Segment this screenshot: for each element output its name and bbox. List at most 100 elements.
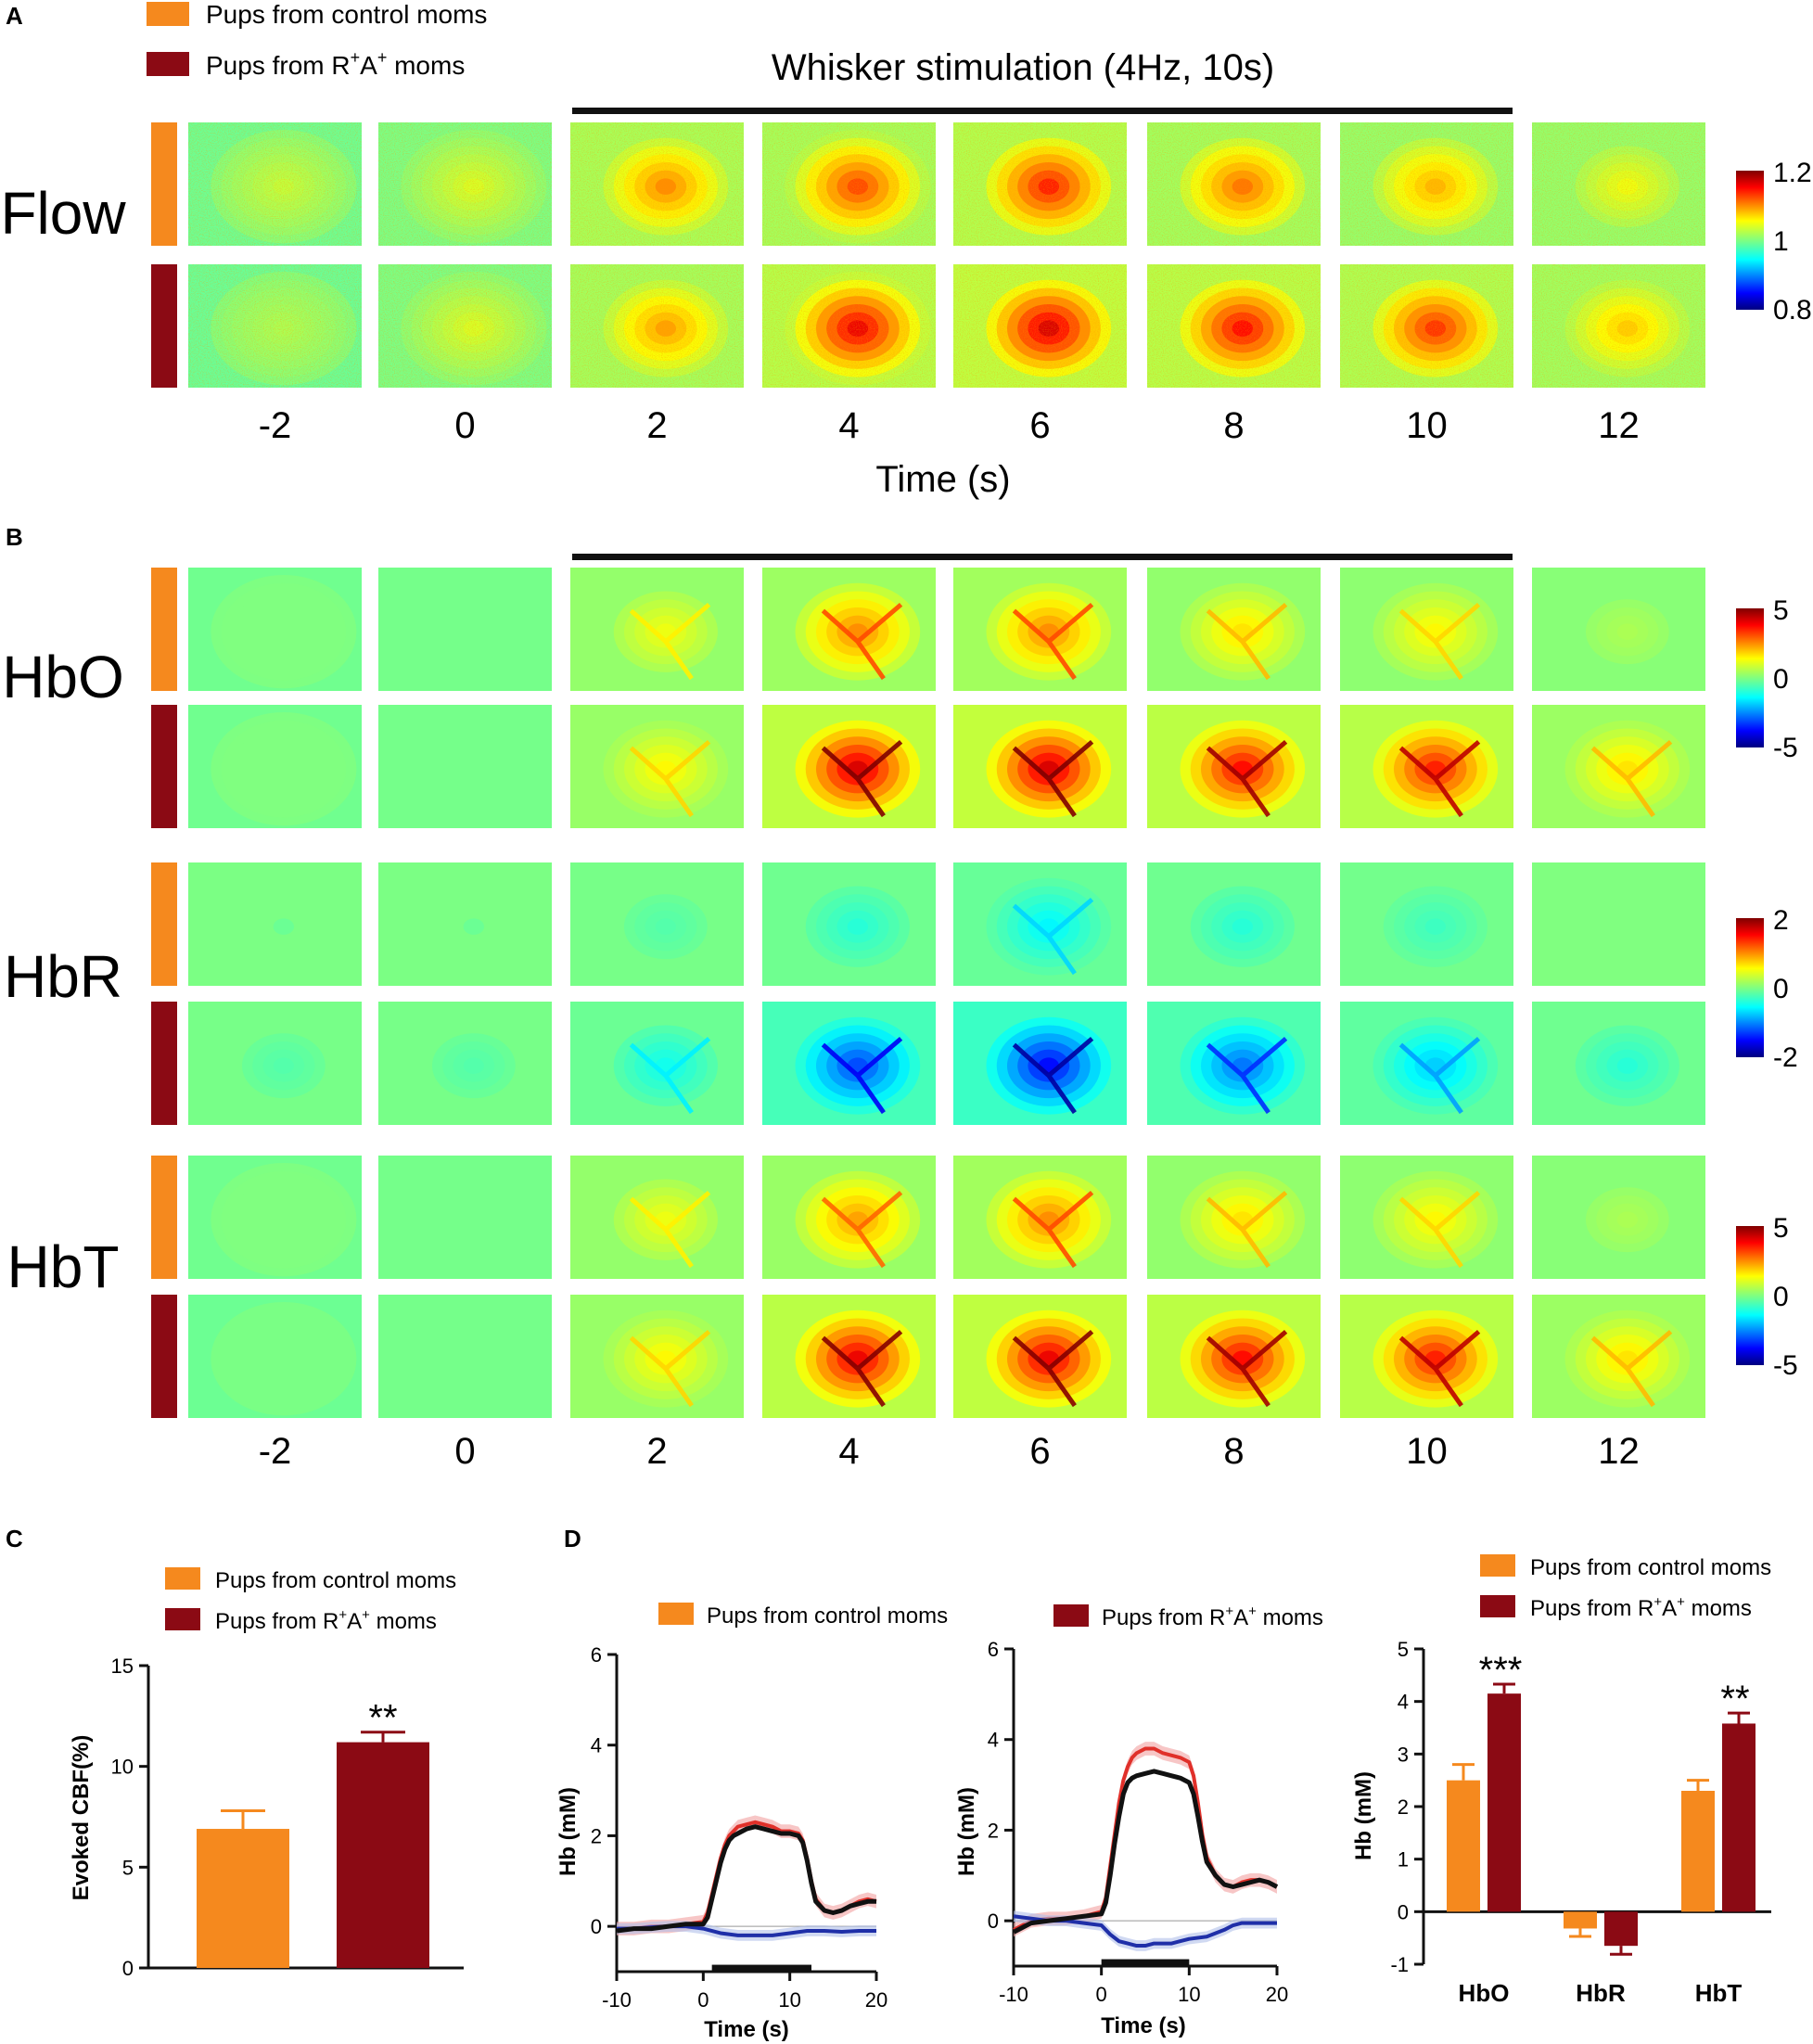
time-tick-a-4: 4: [838, 405, 859, 446]
vessel-mark: [1012, 897, 1094, 976]
panel-label-c: C: [6, 1525, 23, 1552]
d2-ytick-label: 0: [988, 1910, 999, 1933]
colorbar-hbt: [1736, 1226, 1764, 1365]
time-tick-a-6: 6: [1029, 405, 1050, 446]
c-ylabel: Evoked CBF(%): [69, 1735, 94, 1901]
vessel-mark: [1206, 1190, 1288, 1269]
vessel-mark: [629, 1036, 711, 1115]
map-hbo-rpa-t6: [953, 705, 1127, 828]
map-flow-control-t-2: [188, 122, 362, 246]
legend-d-control-label: Pups from control moms: [707, 1603, 948, 1629]
map-hbt-control-t6: [953, 1156, 1127, 1279]
map-hbo-rpa-t12: [1532, 705, 1705, 828]
vessel-mark: [1206, 602, 1288, 681]
d2-ylabel: Hb (mM): [954, 1787, 979, 1876]
map-hbr-control-t10: [1340, 862, 1513, 986]
map-hbr-rpa-t6: [953, 1002, 1127, 1125]
map-hbo-control-t12: [1532, 568, 1705, 691]
map-hbo-rpa-t0: [378, 705, 552, 828]
speckle-overlay: [762, 264, 936, 388]
group-bar-control-hbt: [151, 1156, 177, 1279]
speckle-overlay: [1147, 264, 1321, 388]
map-blob: [273, 918, 295, 935]
map-flow-control-t4: [762, 122, 936, 246]
map-hbo-control-t4: [762, 568, 936, 691]
vessel-mark: [1206, 1329, 1288, 1408]
c-significance: **: [368, 1698, 397, 1739]
d3-category-hbr: HbR: [1576, 1979, 1626, 2007]
d3-bar-hbo-control: [1447, 1780, 1480, 1912]
d3-errorbar: [1610, 1946, 1632, 1956]
legend-d3-control-swatch: [1480, 1554, 1515, 1577]
c-bar-rpa: [337, 1742, 429, 1968]
map-hbr-rpa-t0: [378, 1002, 552, 1125]
group-bar-control-hbo: [151, 568, 177, 691]
map-hbr-rpa-t-2: [188, 1002, 362, 1125]
d1-ytick-label: 6: [591, 1643, 602, 1667]
d3-significance-hbt: **: [1720, 1679, 1749, 1719]
d3-errorbar: [1452, 1763, 1475, 1781]
colorbar-flow: [1736, 171, 1764, 310]
c-ytick-label: 15: [111, 1654, 134, 1678]
legend-c-rpa-label: Pups from R+A+ moms: [215, 1607, 437, 1634]
speckle-overlay: [1340, 122, 1513, 246]
map-blob: [847, 918, 869, 935]
group-bar-control-flow: [151, 122, 177, 246]
map-flow-control-t8: [1147, 122, 1321, 246]
d2-ytick-label: 4: [988, 1729, 999, 1752]
colorbar-hbo: [1736, 608, 1764, 747]
map-flow-rpa-t0: [378, 264, 552, 388]
vessel-mark: [821, 1036, 903, 1115]
map-hbr-rpa-t10: [1340, 1002, 1513, 1125]
vessel-mark: [821, 1190, 903, 1269]
map-hbt-control-t-2: [188, 1156, 362, 1279]
speckle-overlay: [570, 122, 744, 246]
vessel-mark: [1398, 1190, 1481, 1269]
map-hbt-control-t10: [1340, 1156, 1513, 1279]
stimulus-label: Whisker stimulation (4Hz, 10s): [772, 47, 1274, 88]
colorbar-hbr: [1736, 918, 1764, 1057]
time-tick-a-0: 0: [454, 405, 475, 446]
d1-xtick-label: 10: [778, 1988, 800, 2012]
map-blob: [273, 1057, 295, 1074]
panel-c-chart: Pups from control moms Pups from R+A+ mo…: [69, 1567, 464, 1980]
colorbar-max-hbr: 2: [1773, 905, 1789, 936]
map-grid: Flow HbO HbR HbT: [0, 122, 1705, 1418]
map-hbt-rpa-t8: [1147, 1295, 1321, 1418]
d3-significance-hbo: ***: [1479, 1650, 1523, 1691]
colorbar-mid-hbo: 0: [1773, 664, 1789, 695]
vessel-mark: [629, 1190, 711, 1269]
time-tick-b-2: 2: [646, 1431, 667, 1472]
speckle-overlay: [762, 122, 936, 246]
d2-xtick-label: -10: [999, 1983, 1028, 2006]
map-hbo-rpa-t2: [570, 705, 744, 828]
c-errorbar: [221, 1808, 265, 1830]
map-flow-rpa-t6: [953, 264, 1127, 388]
c-errorbar: [361, 1731, 405, 1743]
d3-ytick-label: 0: [1398, 1900, 1409, 1923]
legend-d-rpa-label: Pups from R+A+ moms: [1102, 1603, 1323, 1630]
vessel-mark: [1012, 1036, 1094, 1115]
map-flow-rpa-t2: [570, 264, 744, 388]
c-bar-control: [197, 1829, 289, 1968]
d1-hbo-band: [617, 1815, 876, 1935]
vessel-mark: [629, 739, 711, 818]
d2-xtick-label: 0: [1096, 1983, 1107, 2006]
map-blob: [273, 1211, 295, 1228]
vessel-mark: [1012, 739, 1094, 818]
c-ytick-label: 0: [122, 1957, 134, 1980]
vessel-mark: [1398, 739, 1481, 818]
map-flow-control-t10: [1340, 122, 1513, 246]
d3-ytick-label: 3: [1398, 1743, 1409, 1766]
legend-c-control-swatch: [165, 1567, 200, 1590]
map-flow-control-t12: [1532, 122, 1705, 246]
d2-xlabel: Time (s): [1101, 2013, 1186, 2038]
vessel-mark: [1398, 1329, 1481, 1408]
d1-line-hbt: [616, 1824, 876, 1934]
vessel-mark: [821, 739, 903, 818]
vessel-mark: [1590, 1329, 1673, 1408]
map-hbr-control-t12: [1532, 862, 1705, 986]
speckle-overlay: [570, 264, 744, 388]
colorbar-mid-hbr: 0: [1773, 974, 1789, 1004]
